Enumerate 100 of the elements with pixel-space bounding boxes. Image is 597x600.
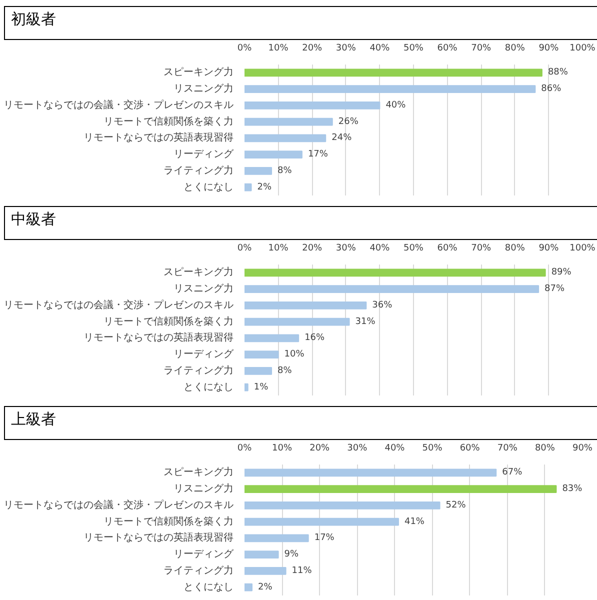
data-label: 41% <box>404 516 425 527</box>
data-label: 2% <box>257 182 272 192</box>
x-tick-label: 50% <box>404 44 424 54</box>
y-tick-label: とくになし <box>184 182 234 193</box>
x-tick-label: 50% <box>404 244 424 254</box>
x-tick-label: 40% <box>370 244 390 254</box>
bar <box>244 334 300 342</box>
bar <box>244 567 286 575</box>
y-tick-label: リモートで信頼関係を築く力 <box>104 115 234 128</box>
text: 中級者 <box>11 209 56 230</box>
y-tick-label: リモートで信頼関係を築く力 <box>104 315 234 328</box>
y-tick-label: リモートで信頼関係を築く力 <box>104 515 234 528</box>
x-tick-label: 60% <box>437 244 458 254</box>
data-label: 1% <box>254 382 269 392</box>
y-tick-label: スピーキング力 <box>164 466 234 478</box>
x-tick-label: 30% <box>336 244 356 254</box>
y-tick-label: リスニング力 <box>174 82 234 95</box>
x-tick-label: 50% <box>422 444 443 454</box>
data-label: 52% <box>446 500 466 510</box>
data-label: 11% <box>292 566 312 576</box>
data-label: 17% <box>314 533 335 544</box>
bar <box>244 68 542 77</box>
x-tick-label: 70% <box>471 44 492 54</box>
y-tick-label: ライティング力 <box>164 564 234 576</box>
x-tick-label: 0% <box>237 44 252 54</box>
data-label: 89% <box>551 268 572 278</box>
y-tick-label: リモートならではの会議・交渉・プレゼンのスキル <box>4 98 234 111</box>
x-tick-label: 90% <box>572 444 593 454</box>
y-tick-label: ライティング力 <box>164 164 234 176</box>
bar <box>244 150 302 158</box>
data-label: 24% <box>332 133 352 144</box>
bar <box>244 550 279 558</box>
y-tick-label: リーディング <box>174 349 234 360</box>
x-tick-label: 30% <box>347 444 368 454</box>
x-tick-label: 0% <box>237 244 252 254</box>
x-tick-label: 80% <box>504 44 526 54</box>
bar <box>244 183 252 192</box>
data-label: 2% <box>258 582 273 592</box>
bar <box>244 502 440 510</box>
y-tick-label: ライティング力 <box>164 364 234 376</box>
y-tick-label: スピーキング力 <box>164 66 234 78</box>
bar <box>244 268 546 277</box>
data-label: 9% <box>284 550 300 560</box>
data-label: 10% <box>284 350 305 360</box>
x-tick-label: 40% <box>384 444 406 454</box>
x-tick-label: 20% <box>302 44 323 54</box>
x-tick-label: 40% <box>370 44 390 54</box>
data-label: 40% <box>386 100 406 110</box>
bar <box>244 102 380 110</box>
x-tick-label: 70% <box>471 244 492 254</box>
bar <box>244 583 253 592</box>
text: 上級者 <box>11 409 56 430</box>
bar <box>244 485 557 493</box>
data-label: 8% <box>278 166 292 176</box>
x-tick-label: 0% <box>237 444 252 454</box>
data-label: 36% <box>372 300 393 310</box>
y-tick-label: リーディング <box>174 149 234 160</box>
x-tick-label: 30% <box>336 44 356 54</box>
bar <box>244 367 272 375</box>
y-tick-label: リーディング <box>174 549 234 560</box>
bar <box>244 285 540 293</box>
x-tick-label: 70% <box>497 444 518 454</box>
y-tick-label: リモートならではの英語表現習得 <box>84 132 234 144</box>
x-tick-label: 80% <box>534 444 556 454</box>
data-label: 16% <box>304 333 326 344</box>
x-tick-label: 100% <box>570 244 596 254</box>
x-tick-label: 10% <box>272 444 293 454</box>
x-tick-label: 100% <box>570 44 596 54</box>
data-label: 67% <box>502 468 523 478</box>
x-tick-label: 90% <box>538 244 560 254</box>
x-tick-label: 80% <box>504 244 526 254</box>
bar <box>244 302 367 310</box>
x-tick-label: 60% <box>460 444 480 454</box>
bar <box>244 85 536 93</box>
x-tick-label: 90% <box>538 44 560 54</box>
y-tick-label: リモートならではの会議・交渉・プレゼンのスキル <box>4 498 234 511</box>
bar <box>244 318 350 326</box>
text: 初級者 <box>11 9 56 30</box>
data-label: 86% <box>541 84 562 94</box>
y-tick-label: リスニング力 <box>174 482 234 495</box>
y-tick-label: とくになし <box>184 382 234 393</box>
data-label: 88% <box>548 68 568 78</box>
x-tick-label: 20% <box>302 244 323 254</box>
data-label: 87% <box>544 284 566 294</box>
bar <box>244 350 279 358</box>
y-tick-label: リモートならではの会議・交渉・プレゼンのスキル <box>4 298 234 311</box>
y-tick-label: とくになし <box>184 582 234 593</box>
x-tick-label: 10% <box>268 244 289 254</box>
bar <box>244 134 326 142</box>
bar <box>244 167 272 175</box>
x-tick-label: 10% <box>268 44 289 54</box>
y-tick-label: リスニング力 <box>174 282 234 295</box>
y-tick-label: リモートならではの英語表現習得 <box>84 532 234 544</box>
data-label: 31% <box>355 316 376 327</box>
x-tick-label: 20% <box>310 444 330 454</box>
data-label: 83% <box>562 484 583 494</box>
y-tick-label: スピーキング力 <box>164 266 234 278</box>
data-label: 26% <box>338 116 359 127</box>
bar <box>244 534 309 542</box>
bar <box>244 118 333 126</box>
